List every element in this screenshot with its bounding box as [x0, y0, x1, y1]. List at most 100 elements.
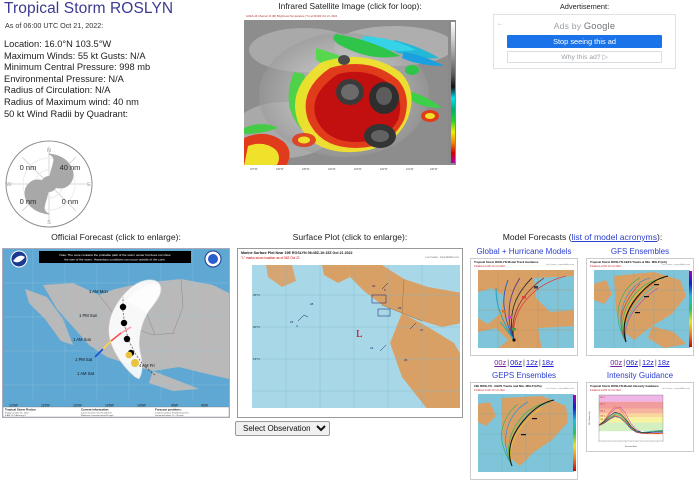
rose-nw-value: 0 nm [20, 163, 37, 172]
model-image-0[interactable]: Tropical Storm ROSLYN Model Track Guidan… [470, 258, 578, 356]
svg-text:90W: 90W [201, 404, 209, 408]
model-panel-global-hurricane: Global + Hurricane Models Tropical Storm… [466, 243, 582, 367]
svg-text:CAT 5: CAT 5 [600, 396, 605, 399]
svg-text:4: 4 [296, 324, 298, 328]
model-image-2[interactable]: 19E ROSLYN - GEPS Tracks and Min. MSLP (… [470, 382, 578, 480]
advertisement-caption: Advertisement: [559, 2, 610, 11]
hour-link-1-18z[interactable]: 18z [657, 358, 670, 367]
surface-plot-image[interactable]: Marine Surface Plot Near 19E ROSLYN 08:4… [237, 248, 463, 418]
satellite-image-header: GOES-16 Channel 13 (IR) Brightness Tempe… [244, 14, 456, 20]
svg-text:24: 24 [370, 346, 374, 350]
svg-text:15°N: 15°N [253, 357, 260, 361]
back-arrow-icon[interactable]: ← [497, 21, 503, 27]
model-image-credit-2: Levi Cowan - tropicaltidbits.com [545, 388, 574, 390]
svg-text:28: 28 [310, 302, 314, 306]
stat-env-pressure: Environmental Pressure: N/A [4, 73, 124, 84]
model-forecasts-caption: Model Forecasts (list of model acronyms)… [466, 232, 699, 243]
rose-sw-value: 0 nm [20, 197, 37, 206]
svg-text:Friday October 21, 2022: Friday October 21, 2022 [5, 412, 29, 415]
hour-links-0: 00z|06z|12z|18z [466, 358, 582, 367]
stat-radius-max-wind: Radius of Maximum wind: 40 nm [4, 96, 139, 107]
sat-xtick-1: 106°W [276, 168, 284, 171]
hour-link-1-12z[interactable]: 12z [641, 358, 654, 367]
svg-text:Sustained winds: D < 39 mph: Sustained winds: D < 39 mph [155, 414, 184, 417]
model-panel-heading-0: Global + Hurricane Models [476, 247, 572, 256]
stat-wind-radii-heading: 50 kt Wind Radii by Quadrant: [4, 108, 129, 119]
satellite-block: Infrared Satellite Image (click for loop… [232, 0, 468, 173]
sat-xtick-4: 103°W [354, 168, 362, 171]
svg-text:TS: TS [600, 425, 603, 427]
storm-stats-list: Location: 16.0°N 103.5°W Maximum Winds: … [4, 39, 236, 120]
rose-north-label: N [47, 148, 51, 154]
intensity-chart-title: Tropical Storm ROSLYN Model Intensity Gu… [590, 384, 659, 388]
svg-text:Note: The cone contains the pr: Note: The cone contains the probable pat… [59, 253, 171, 257]
model-panel-gfs-ensembles: GFS Ensembles Tropical Storm ROSLYN GEFS… [582, 243, 698, 367]
model-image-1[interactable]: Tropical Storm ROSLYN GEFS Tracks & Min.… [586, 258, 694, 356]
model-panel-heading-1: GFS Ensembles [610, 247, 670, 256]
model-map-0 [478, 270, 574, 348]
surface-plot-caption: Surface Plot (click to enlarge): [292, 232, 408, 242]
advertisement-block: Advertisement: ← Ads by Google Stop seei… [470, 0, 699, 69]
why-this-ad-button[interactable]: Why this ad? ▷ [507, 51, 662, 63]
model-image-title-0: Tropical Storm ROSLYN Model Track Guidan… [474, 260, 539, 264]
intensity-guidance-chart[interactable]: Tropical Storm ROSLYN Model Intensity Gu… [586, 382, 694, 452]
model-image-sub-1: Initialized at 06z Oct 21 2022 [590, 264, 621, 268]
svg-text:Maximum sustained wind 65 mph: Maximum sustained wind 65 mph [81, 414, 114, 417]
hour-link-1-06z[interactable]: 06z [626, 358, 639, 367]
surface-plot-map: 25 4 28 30 6 29 27 26 24 [252, 265, 460, 408]
model-image-title-2: 19E ROSLYN - GEPS Tracks and Min. MSLP (… [474, 384, 542, 388]
model-image-sub-2: Initialized at 00z Oct 21 2022 [474, 388, 505, 392]
observation-time-select[interactable]: Select Observation Time... [235, 421, 330, 436]
stat-location: Location: 16.0°N 103.5°W [4, 39, 112, 49]
hour-link-0-06z[interactable]: 06z [510, 358, 523, 367]
surface-plot-block: Surface Plot (click to enlarge): Marine … [234, 232, 466, 436]
track-label-0: 4 AM Fri [139, 363, 155, 368]
official-forecast-image[interactable]: 4 AM Fri 1 AM Sat 1 PM Sat 1 AM Sun 1 PM… [2, 248, 230, 418]
hour-sep: | [654, 358, 657, 367]
hour-link-0-00z[interactable]: 00z [494, 358, 507, 367]
model-acronyms-link[interactable]: list of model acronyms [571, 232, 658, 242]
ads-by-google-label: Ads by Google [494, 15, 675, 31]
svg-text:26: 26 [404, 358, 408, 362]
model-map-2 [478, 394, 574, 472]
sat-xtick-6: 101°W [406, 168, 414, 171]
google-brand: Google [583, 20, 616, 31]
model-panel-heading-2: GEPS Ensembles [491, 371, 557, 380]
svg-text:Forecast Hour: Forecast Hour [625, 445, 637, 448]
hour-link-0-18z[interactable]: 18z [541, 358, 554, 367]
hour-link-1-00z[interactable]: 00z [610, 358, 623, 367]
stat-max-winds: Maximum Winds: 55 kt Gusts: N/A [4, 50, 146, 61]
model-panels-grid: Global + Hurricane Models Tropical Storm… [466, 243, 699, 480]
model-panel-heading-3: Intensity Guidance [606, 371, 674, 380]
rose-east-label: E [87, 182, 91, 188]
official-forecast-caption: Official Forecast (click to enlarge): [51, 232, 181, 242]
svg-text:100W: 100W [137, 404, 147, 408]
model-image-credit-0: Levi Cowan - tropicaltidbits.com [545, 264, 574, 266]
rose-west-label: W [6, 182, 12, 188]
svg-text:29: 29 [398, 306, 402, 310]
page-title: Tropical Storm ROSLYN [4, 0, 174, 17]
stat-radius-circulation: Radius of Circulation: N/A [4, 85, 111, 96]
svg-text:the size of the storm. Hazardo: the size of the storm. Hazardous conditi… [64, 258, 166, 262]
hour-link-0-12z[interactable]: 12z [525, 358, 538, 367]
hour-sep: | [507, 358, 510, 367]
sat-xtick-2: 105°W [302, 168, 310, 171]
svg-text:CAT 2: CAT 2 [600, 414, 605, 417]
satellite-image[interactable]: GOES-16 Channel 13 (IR) Brightness Tempe… [243, 13, 457, 173]
hour-sep: | [639, 358, 641, 367]
wind-radii-diagram: N S E W 0 nm 40 nm 0 nm 0 nm [2, 140, 120, 232]
track-label-5: 1 AM Mon [89, 289, 109, 294]
ad-panel: ← Ads by Google Stop seeing this ad Why … [493, 14, 676, 69]
hour-sep: | [623, 358, 626, 367]
svg-text:CAT 3: CAT 3 [600, 410, 605, 413]
stop-seeing-ad-button[interactable]: Stop seeing this ad [507, 35, 662, 48]
surface-plot-credit: Levi Cowan - tropicaltidbits.com [425, 256, 459, 259]
svg-text:CAT 4: CAT 4 [600, 403, 605, 406]
mslp-colorbar-1 [688, 271, 692, 347]
svg-text:30: 30 [372, 284, 376, 288]
svg-text:4 AM CDT Advisory 6: 4 AM CDT Advisory 6 [5, 414, 27, 417]
svg-text:Current information:: Current information: [81, 408, 109, 412]
svg-text:115W: 115W [41, 404, 50, 408]
rose-south-label: S [47, 220, 51, 226]
svg-text:25: 25 [290, 320, 294, 324]
